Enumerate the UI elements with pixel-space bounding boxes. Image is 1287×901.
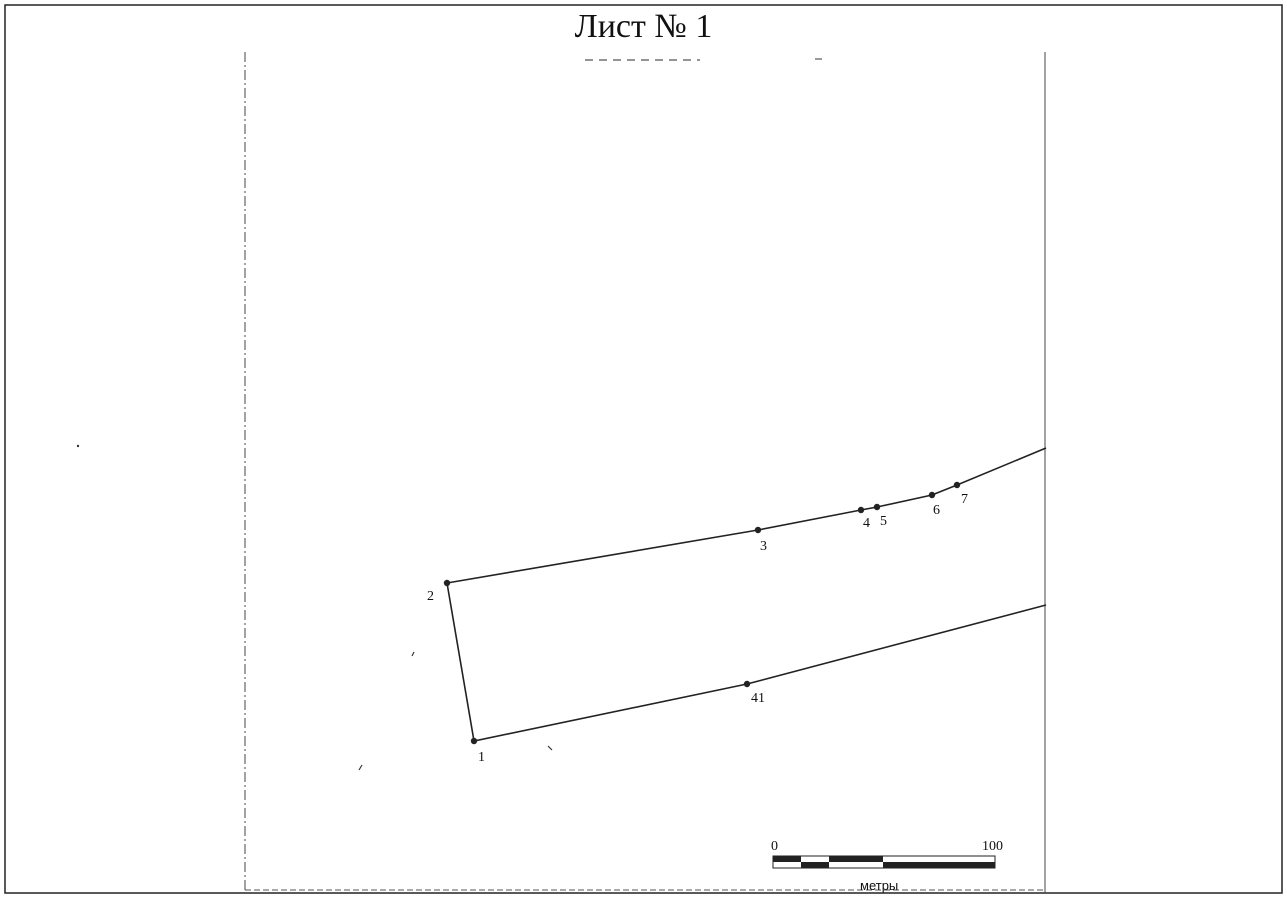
vertex-point-41 xyxy=(743,680,751,688)
vertex-label-6: 6 xyxy=(933,503,940,518)
vertex-point-4 xyxy=(857,506,865,514)
vertex-label-4: 4 xyxy=(863,516,870,531)
parcel-boundary xyxy=(446,447,1047,742)
vertex-point-5 xyxy=(873,503,881,511)
vertex-label-41: 41 xyxy=(751,691,765,706)
vertex-label-7: 7 xyxy=(961,492,968,507)
vertex-point-7 xyxy=(953,481,961,489)
boundary-line-lower xyxy=(446,582,1047,742)
scale-start-label: 0 xyxy=(771,839,778,854)
scan-speck xyxy=(411,651,415,657)
scan-speck xyxy=(76,444,80,448)
scale-bar: 0 100 метры xyxy=(771,839,1003,893)
vertex-labels: 1 2 3 4 5 6 7 41 xyxy=(427,492,968,765)
vertex-label-1: 1 xyxy=(478,750,485,765)
vertex-label-2: 2 xyxy=(427,589,434,604)
vertex-label-5: 5 xyxy=(880,514,887,529)
scan-speck xyxy=(358,764,363,771)
scale-unit-label: метры xyxy=(860,878,898,893)
scale-segment xyxy=(773,856,801,862)
page-title: Лист № 1 xyxy=(574,8,713,45)
page-border xyxy=(4,4,1283,894)
boundary-vertices xyxy=(443,481,961,745)
vertex-point-3 xyxy=(754,526,762,534)
vertex-point-2 xyxy=(443,579,451,587)
vertex-point-1 xyxy=(470,737,478,745)
boundary-line-upper xyxy=(446,447,1047,584)
scale-segment xyxy=(829,856,883,862)
scale-end-label: 100 xyxy=(982,839,1003,854)
scale-segment xyxy=(883,862,995,868)
scan-speck xyxy=(547,745,553,751)
scale-segment xyxy=(801,862,829,868)
vertex-label-3: 3 xyxy=(760,539,767,554)
vertex-point-6 xyxy=(928,491,936,499)
